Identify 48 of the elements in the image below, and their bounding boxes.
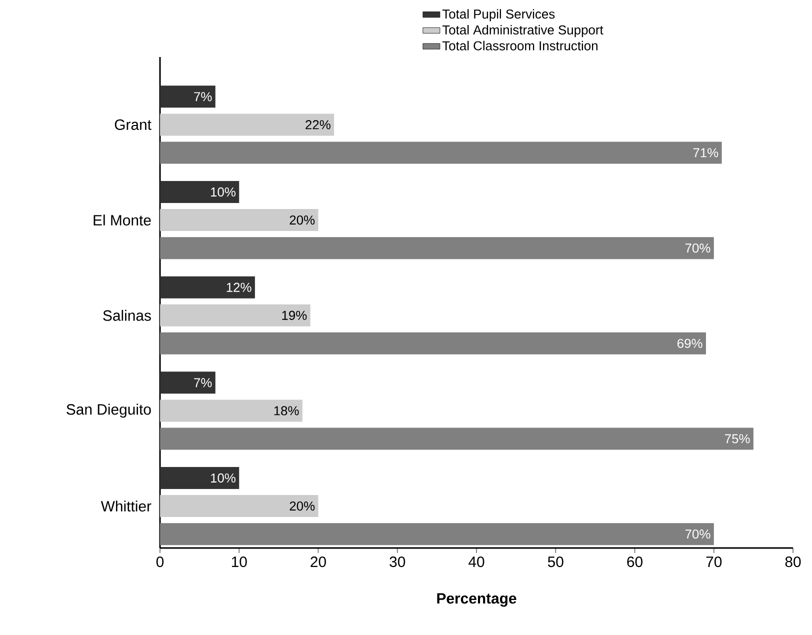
data-label: 71% [693,148,718,158]
data-label: 19% [282,310,307,320]
bar [160,467,240,490]
y-tick-label: El Monte [94,214,151,226]
bar [160,495,318,518]
x-tick-label: 30 [390,556,406,568]
bar [160,332,706,354]
bar [160,523,714,546]
bar [160,209,318,232]
x-tick-label: 10 [232,556,247,568]
bar [160,428,754,450]
x-tick-label: 20 [310,556,326,568]
legend-label: Total Classroom Instruction [442,40,598,50]
data-label: 75% [725,434,750,444]
bar [160,142,722,164]
data-label: 10% [211,187,236,197]
data-label: 70% [685,529,710,539]
data-label: 69% [678,338,702,348]
bar [160,181,240,204]
bar [160,237,714,260]
x-tick-label: 70 [706,556,722,568]
data-label: 7% [194,92,212,102]
legend-label: Total Pupil Services [442,9,555,22]
y-tick-label: San Dieguito [66,404,151,418]
bar [160,114,334,136]
x-tick-label: 80 [785,556,801,568]
bar [160,372,216,394]
bar [160,86,216,108]
data-label: 12% [226,282,252,292]
data-label: 18% [274,406,299,416]
x-tick-label: 0 [156,556,164,568]
data-label: 10% [211,473,236,483]
y-tick-label: Grant [114,119,152,130]
bar [160,400,302,422]
data-label: 22% [306,120,330,130]
data-label: 7% [194,378,212,388]
data-label: 70% [685,243,710,253]
x-tick-label: 60 [627,556,642,568]
data-label: 20% [290,501,315,511]
legend-label: Total Administrative Support [442,24,604,38]
x-tick-label: 50 [548,556,564,568]
x-tick-label: 40 [468,556,484,568]
data-label: 20% [290,215,315,225]
y-tick-label: Salinas [103,310,151,321]
y-tick-label: Whittier [100,500,152,512]
x-axis-title: Percentage [437,593,516,607]
bar [160,304,310,326]
bar [160,276,255,298]
